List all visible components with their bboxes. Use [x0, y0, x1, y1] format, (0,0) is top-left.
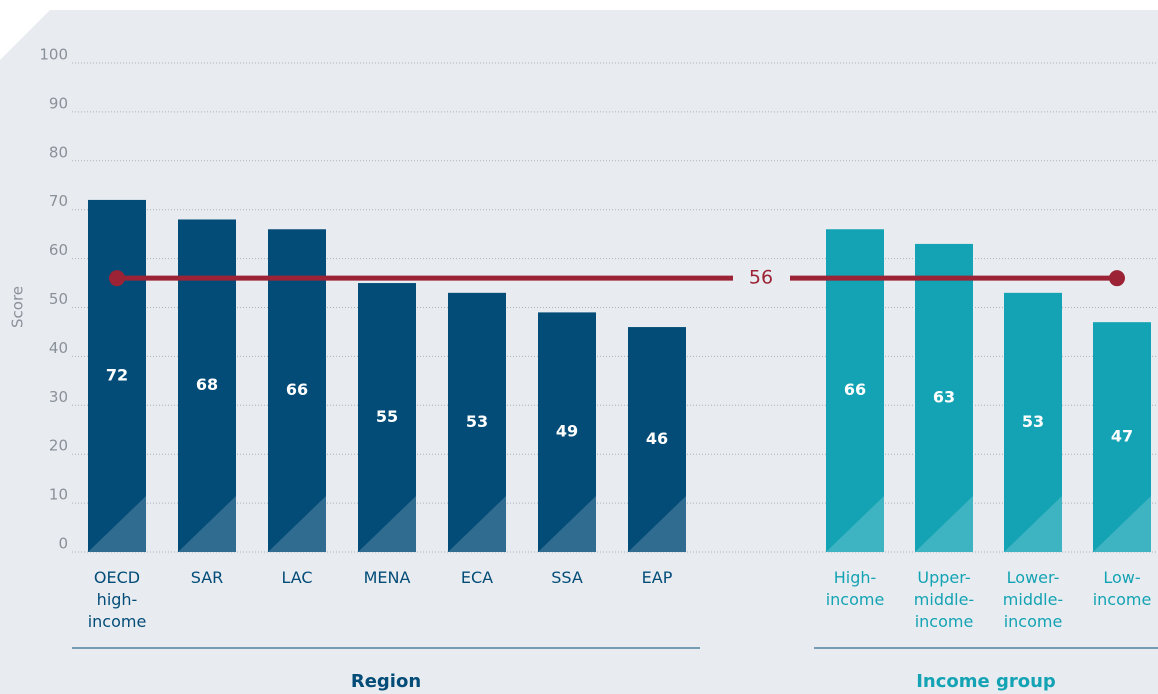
- x-tick-label: OECD high-income: [88, 568, 147, 631]
- y-tick-label: 20: [49, 437, 68, 455]
- average-label: 56: [749, 267, 773, 289]
- bar-shade: [538, 496, 596, 552]
- bar-shade: [628, 496, 686, 552]
- bar: [88, 199, 146, 553]
- data-label: 53: [1022, 412, 1044, 431]
- y-tick-label: 80: [49, 143, 68, 161]
- bar: [268, 229, 326, 552]
- x-tick-label: MENA: [364, 568, 411, 587]
- bar-shade: [268, 496, 326, 552]
- data-label: 47: [1111, 427, 1133, 446]
- bar-shade: [915, 496, 973, 552]
- y-tick-label: 30: [49, 388, 68, 406]
- average-dot: [109, 270, 125, 287]
- x-tick-label: LAC: [281, 568, 312, 587]
- bar-shade: [1093, 496, 1151, 552]
- y-tick-label: 70: [49, 192, 68, 210]
- bar: [178, 219, 236, 553]
- group-label: Region: [351, 671, 421, 692]
- bar: [628, 327, 686, 552]
- bar: [538, 312, 596, 552]
- data-label: 66: [844, 380, 866, 399]
- bar: [448, 292, 506, 552]
- bar-shade: [826, 496, 884, 552]
- x-tick-label: High-income: [826, 568, 885, 609]
- x-tick-label: Upper-middle-income: [914, 568, 974, 631]
- x-tick-label: Lower-middle-income: [1003, 568, 1063, 631]
- y-tick-label: 0: [58, 535, 68, 553]
- y-tick-label: 50: [49, 290, 68, 308]
- data-label: 66: [286, 380, 308, 399]
- y-tick-label: 90: [49, 94, 68, 112]
- bar: [915, 243, 973, 552]
- y-tick-label: 100: [39, 46, 68, 64]
- group-label: Income group: [916, 671, 1056, 692]
- x-tick-label: SSA: [551, 568, 583, 587]
- data-label: 53: [466, 412, 488, 431]
- y-tick-label: 40: [49, 339, 68, 357]
- bar: [358, 283, 416, 552]
- data-label: 49: [556, 422, 578, 441]
- bar-shade: [1004, 496, 1062, 552]
- data-label: 55: [376, 407, 398, 426]
- x-tick-label: EAP: [642, 568, 673, 587]
- bar-shade: [358, 496, 416, 552]
- bar-shade: [88, 496, 146, 552]
- x-tick-label: ECA: [461, 568, 493, 587]
- bar-shade: [448, 496, 506, 552]
- y-tick-label: 60: [49, 241, 68, 259]
- data-label: 68: [196, 375, 218, 394]
- x-tick-label: SAR: [191, 568, 224, 587]
- y-tick-label: 10: [49, 486, 68, 504]
- bar-shade: [178, 496, 236, 552]
- x-tick-label: Low-income: [1093, 568, 1152, 609]
- bar: [1004, 292, 1062, 552]
- bar: [826, 229, 884, 552]
- y-axis-label: Score: [9, 286, 27, 328]
- data-label: 63: [933, 387, 955, 406]
- data-label: 46: [646, 429, 668, 448]
- data-label: 72: [106, 365, 128, 384]
- bar: [1093, 322, 1151, 552]
- average-dot: [1109, 270, 1125, 287]
